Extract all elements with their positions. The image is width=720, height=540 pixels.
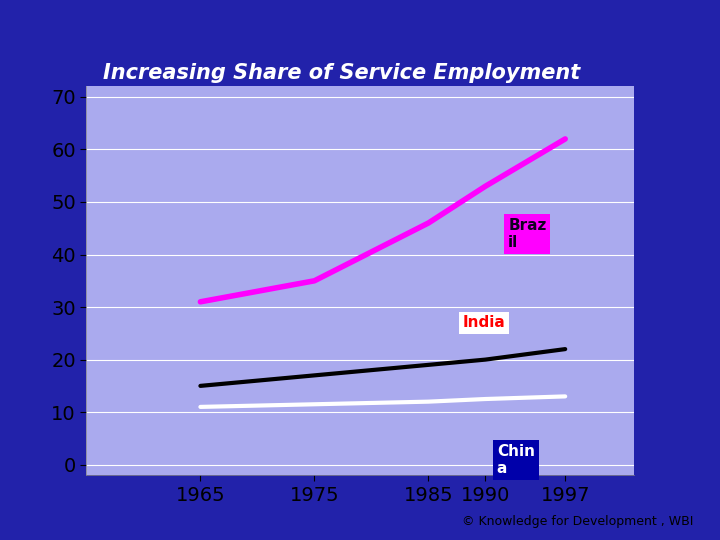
Text: © Knowledge for Development , WBI: © Knowledge for Development , WBI [462, 515, 693, 528]
Text: Braz
il: Braz il [508, 218, 546, 250]
Text: Chin
a: Chin a [497, 444, 535, 476]
Text: India: India [463, 315, 505, 330]
Text: Increasing Share of Service Employment: Increasing Share of Service Employment [103, 63, 580, 83]
